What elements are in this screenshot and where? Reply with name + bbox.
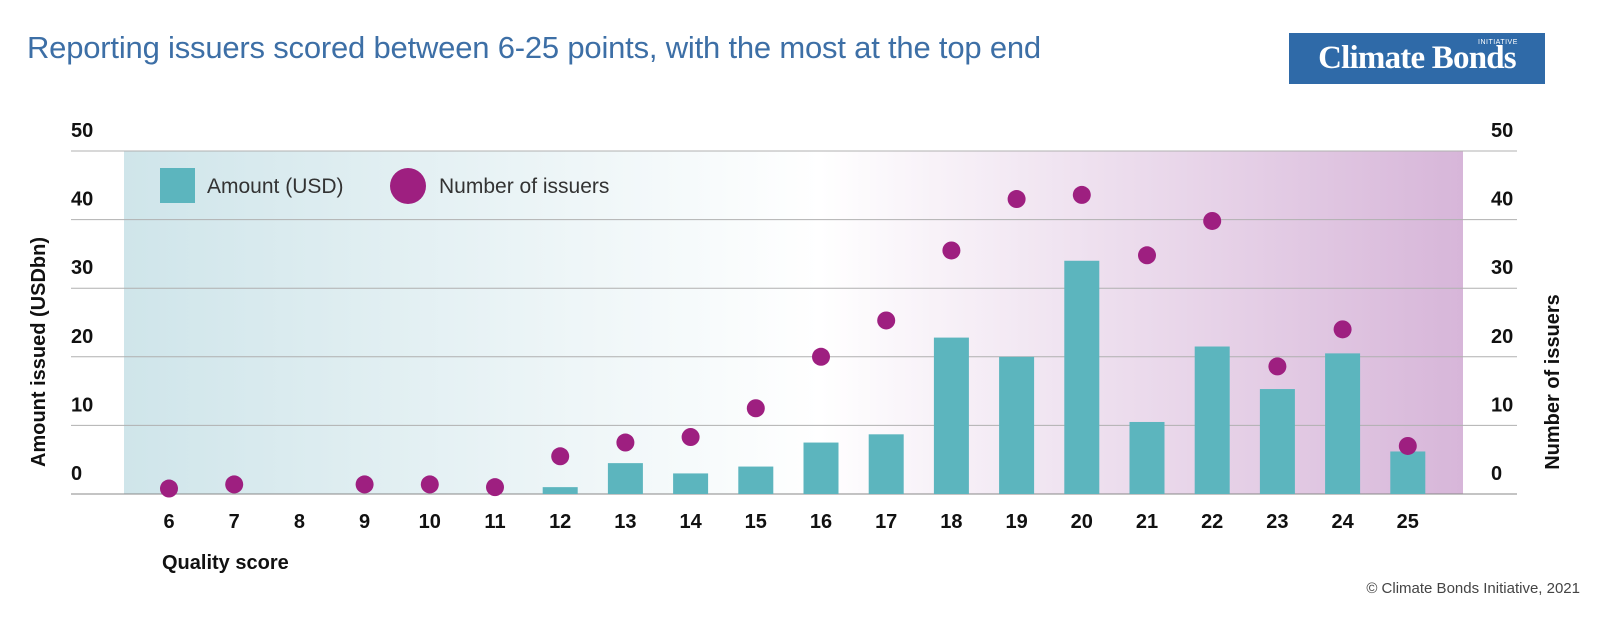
y-tick-label-left: 10 bbox=[71, 394, 93, 416]
x-tick-label: 21 bbox=[1136, 511, 1158, 533]
legend-label-amount: Amount (USD) bbox=[207, 175, 344, 198]
y-tick-label-right: 40 bbox=[1491, 189, 1513, 211]
logo-superscript: INITIATIVE bbox=[1478, 39, 1518, 46]
x-tick-label: 15 bbox=[745, 511, 767, 533]
x-tick-label: 12 bbox=[549, 511, 571, 533]
legend-label-issuers: Number of issuers bbox=[439, 175, 609, 198]
data-point bbox=[681, 428, 700, 447]
data-point bbox=[1268, 357, 1287, 376]
y-tick-label-left: 20 bbox=[71, 326, 93, 348]
y-tick-label-left: 40 bbox=[71, 189, 93, 211]
bar bbox=[1259, 389, 1295, 494]
y-tick-label-right: 10 bbox=[1491, 394, 1513, 416]
bar bbox=[803, 442, 839, 494]
x-axis-label: Quality score bbox=[162, 552, 289, 574]
y-axis-right-label: Number of issuers bbox=[1542, 294, 1564, 470]
x-tick-label: 24 bbox=[1331, 511, 1354, 533]
data-point bbox=[160, 479, 178, 498]
data-point bbox=[1333, 320, 1352, 339]
bar bbox=[933, 337, 969, 494]
bar bbox=[1129, 421, 1165, 494]
x-tick-label: 7 bbox=[229, 511, 240, 533]
copyright-text: © Climate Bonds Initiative, 2021 bbox=[1366, 580, 1580, 597]
plot-background bbox=[124, 151, 1463, 494]
x-tick-label: 9 bbox=[359, 511, 370, 533]
bar bbox=[1390, 451, 1426, 494]
bar bbox=[999, 356, 1035, 494]
y-axis-left-label: Amount issued (USDbn) bbox=[28, 237, 50, 467]
bar bbox=[1325, 353, 1361, 494]
bar bbox=[542, 487, 578, 494]
chart-title: Reporting issuers scored between 6-25 po… bbox=[27, 30, 1041, 65]
x-tick-label: 22 bbox=[1201, 511, 1223, 533]
data-point bbox=[1138, 246, 1156, 265]
x-tick-label: 18 bbox=[940, 511, 962, 533]
legend-swatch-bar bbox=[160, 168, 195, 203]
bar bbox=[738, 466, 774, 494]
x-tick-label: 17 bbox=[875, 511, 897, 533]
bar bbox=[607, 463, 643, 494]
data-point bbox=[420, 475, 439, 494]
y-tick-label-right: 50 bbox=[1491, 120, 1513, 142]
x-tick-label: 23 bbox=[1266, 511, 1288, 533]
x-tick-label: 16 bbox=[810, 511, 832, 533]
data-point bbox=[551, 447, 570, 466]
x-tick-label: 8 bbox=[294, 511, 305, 533]
y-tick-label-right: 0 bbox=[1491, 463, 1502, 485]
x-tick-label: 14 bbox=[679, 511, 702, 533]
x-tick-label: 10 bbox=[419, 511, 441, 533]
x-tick-label: 6 bbox=[163, 511, 174, 533]
x-tick-label: 11 bbox=[484, 511, 505, 533]
data-point bbox=[942, 241, 961, 260]
bar bbox=[673, 473, 709, 494]
data-point bbox=[225, 475, 244, 494]
bar bbox=[1064, 260, 1100, 494]
climate-bonds-logo: Climate Bonds INITIATIVE bbox=[1289, 33, 1545, 84]
y-tick-label-left: 30 bbox=[71, 257, 93, 279]
logo-text: Climate Bonds bbox=[1318, 40, 1517, 76]
data-point bbox=[1007, 190, 1026, 209]
data-point bbox=[1203, 211, 1222, 230]
x-tick-label: 19 bbox=[1005, 511, 1027, 533]
x-tick-label: 13 bbox=[614, 511, 636, 533]
data-point bbox=[616, 433, 635, 452]
y-tick-label-left: 0 bbox=[71, 463, 82, 485]
bar bbox=[1194, 346, 1230, 494]
data-point bbox=[746, 399, 765, 418]
legend-swatch-dot bbox=[390, 168, 426, 204]
y-tick-label-left: 50 bbox=[71, 120, 93, 142]
bar bbox=[868, 434, 904, 494]
data-point bbox=[812, 347, 830, 366]
data-point bbox=[486, 478, 504, 497]
x-tick-label: 25 bbox=[1397, 511, 1419, 533]
y-tick-label-right: 20 bbox=[1491, 326, 1513, 348]
y-tick-label-right: 30 bbox=[1491, 257, 1513, 279]
data-point bbox=[877, 311, 896, 330]
x-tick-label: 20 bbox=[1071, 511, 1093, 533]
data-point bbox=[1398, 436, 1417, 455]
data-point bbox=[1072, 185, 1091, 204]
data-point bbox=[355, 475, 374, 494]
